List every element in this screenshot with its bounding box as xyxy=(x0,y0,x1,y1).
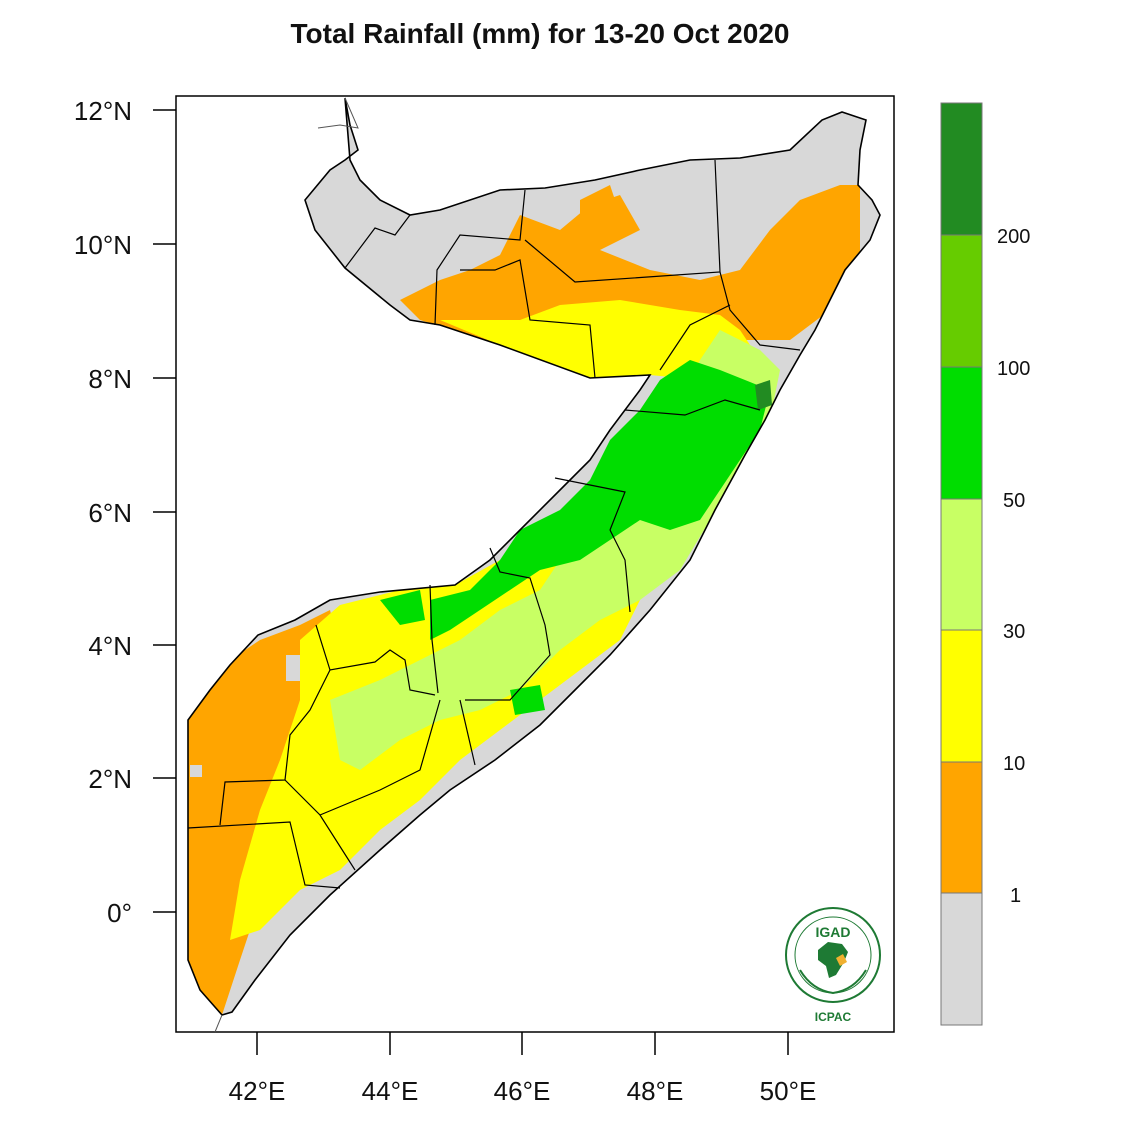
rainfall-10-30-north xyxy=(440,300,760,380)
rainfall-50-100 xyxy=(430,360,770,640)
legend-label: 100 xyxy=(997,358,1030,380)
legend-label: 1 xyxy=(1010,885,1021,907)
x-tick-label: 48°E xyxy=(627,1076,684,1106)
legend-swatch-30-50 xyxy=(940,498,983,631)
coastline xyxy=(187,97,881,1016)
x-tick-label: 50°E xyxy=(760,1076,817,1106)
y-tick-label: 10°N xyxy=(74,230,132,260)
legend-label: 50 xyxy=(1003,490,1025,512)
logo-name: IGAD xyxy=(816,924,851,940)
legend-label: 10 xyxy=(1003,753,1025,775)
x-tick-label: 42°E xyxy=(229,1076,286,1106)
legend-swatch-50-100 xyxy=(940,366,983,500)
y-tick-label: 12°N xyxy=(74,96,132,126)
map-title: Total Rainfall (mm) for 13-20 Oct 2020 xyxy=(290,18,790,49)
x-tick-label: 44°E xyxy=(362,1076,419,1106)
y-tick-label: 6°N xyxy=(88,498,132,528)
legend-colorbar xyxy=(940,102,983,1026)
legend-label: 30 xyxy=(1003,621,1025,643)
legend-swatch-200-plus xyxy=(940,102,983,236)
igad-emblem-icon: IGAD xyxy=(785,907,881,1003)
x-axis xyxy=(256,1032,789,1055)
region-boundaries xyxy=(187,159,801,889)
neighbour-border xyxy=(317,97,359,129)
y-axis xyxy=(153,109,176,913)
y-tick-label: 4°N xyxy=(88,631,132,661)
logo-org: ICPAC xyxy=(815,1010,852,1024)
legend-swatch-10-30 xyxy=(940,629,983,763)
legend-label: 200 xyxy=(997,226,1030,248)
y-tick-label: 0° xyxy=(107,898,132,928)
x-tick-label: 46°E xyxy=(494,1076,551,1106)
legend-swatch-below-1 xyxy=(940,892,983,1026)
y-tick-label: 8°N xyxy=(88,364,132,394)
legend-swatch-1-10 xyxy=(940,761,983,894)
rainfall-1-10-north xyxy=(400,185,860,345)
legend-swatch-100-200 xyxy=(940,234,983,368)
y-tick-label: 2°N xyxy=(88,764,132,794)
